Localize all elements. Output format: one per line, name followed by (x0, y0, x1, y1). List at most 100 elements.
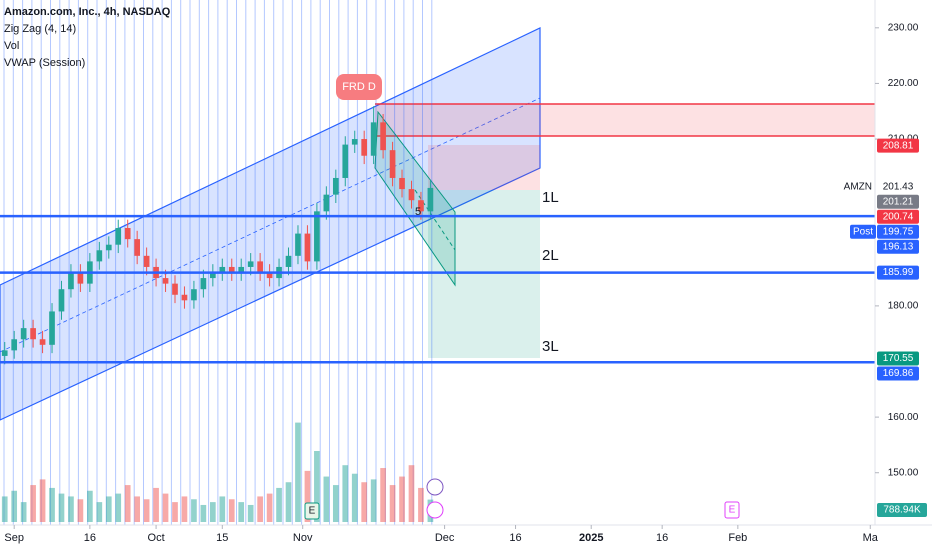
volume (1, 422, 434, 522)
annotation: FRD D (342, 81, 376, 93)
candle-body (408, 189, 415, 201)
indicator: Zig Zag (4, 14) (4, 23, 76, 35)
volume-bar (266, 493, 273, 522)
price-badge-label: 170.55 (883, 353, 914, 364)
earnings-label: E (309, 506, 316, 517)
x-tick-label: Dec (435, 532, 455, 544)
drawings (0, 27, 880, 421)
candle-body (105, 244, 112, 251)
x-tick-label: Oct (148, 532, 165, 544)
candle-body (228, 266, 235, 273)
price-badge-label: 196.13 (883, 241, 914, 252)
candle-body (49, 311, 55, 345)
volume-bar (210, 502, 216, 522)
volume-badge-label: 788.94K (883, 505, 921, 516)
earnings-icon[interactable] (724, 501, 740, 519)
price-badge (877, 366, 919, 381)
price-badge (877, 239, 919, 254)
event-icon[interactable] (426, 478, 444, 496)
level-label: 2L (542, 247, 559, 264)
volume-bar (399, 476, 405, 522)
x-tick-label: 16 (656, 532, 668, 544)
x-tick-label: Feb (728, 532, 747, 544)
x-tick-label: 2025 (579, 532, 603, 544)
volume-bar (342, 465, 349, 522)
candle-body (96, 250, 103, 262)
volume-badge (877, 503, 927, 517)
volume-bar (257, 496, 263, 522)
volume-bar (105, 496, 112, 522)
volume-bar (304, 470, 311, 522)
volume-bar (332, 485, 339, 522)
resistance-zone (375, 104, 875, 136)
axes: 150.00160.00180.00210.00220.00230.00Sep1… (4, 22, 927, 544)
candle-body (238, 266, 245, 273)
volume-bar (172, 502, 178, 522)
price-badge (877, 224, 919, 239)
annotation-bubble (336, 74, 382, 100)
candle-body (1, 350, 8, 356)
earnings-label: E (729, 505, 736, 516)
candle-body (332, 177, 339, 195)
volume-bar (49, 487, 55, 522)
candle-body (257, 261, 263, 273)
candle-body (285, 255, 292, 267)
price-badge (877, 209, 919, 224)
candle-body (39, 339, 46, 345)
levels (0, 214, 875, 364)
volume-bar (191, 499, 197, 522)
volume-bar (418, 487, 424, 522)
y-tick-label: 220.00 (888, 78, 919, 89)
x-tick-label: Ma (863, 532, 879, 544)
indicator: VWAP (Session) (4, 57, 85, 69)
candle-body (200, 278, 207, 290)
volume-bar (143, 499, 150, 522)
candle-body (134, 239, 140, 256)
candle-body (219, 266, 226, 273)
wave-label: 5 (415, 206, 421, 218)
x-tick-label: Nov (293, 532, 313, 544)
candle-body (427, 187, 434, 212)
volume-bar (153, 487, 159, 522)
volume-bar (295, 422, 301, 522)
channel-midline (0, 97, 541, 353)
candle-body (361, 139, 368, 156)
candle-body (304, 233, 311, 262)
candle-body (11, 339, 18, 351)
price-badge (877, 351, 919, 366)
candle-body (77, 272, 84, 284)
volume-bar (219, 496, 226, 522)
x-tick-label: 16 (84, 532, 96, 544)
earnings-icon[interactable] (304, 502, 320, 520)
volume-bar (408, 465, 415, 522)
price-badge-label: 200.74 (883, 211, 914, 222)
volume-bar (228, 499, 235, 522)
candle-body (399, 177, 405, 190)
candle-body (351, 139, 358, 145)
price-badge-label: 185.99 (883, 267, 914, 278)
volume-bar (314, 451, 320, 522)
parallel-channel (0, 27, 541, 421)
x-tick-label: Sep (4, 532, 24, 544)
volume-bar (238, 502, 245, 522)
falling-midline (414, 189, 456, 251)
y-tick-label: 160.00 (888, 412, 919, 423)
event-icon[interactable] (426, 501, 444, 519)
candle-body (181, 294, 188, 301)
candle-body (191, 289, 197, 301)
volume-bar (124, 485, 131, 522)
volume-bar (1, 496, 8, 522)
level-label: 1L (542, 189, 559, 206)
candle-body (124, 228, 131, 240)
candle-body (30, 328, 36, 340)
candle-body (115, 228, 122, 245)
volume-bar (276, 487, 282, 522)
target-zone (428, 190, 540, 358)
candle-body (418, 200, 424, 212)
candle-body (68, 272, 74, 290)
price-badge-label: 201.21 (883, 196, 914, 207)
level-label: 3L (542, 338, 559, 355)
chart-title: Amazon.com, Inc., 4h, NASDAQ (4, 6, 171, 18)
volume-bar (285, 482, 292, 522)
